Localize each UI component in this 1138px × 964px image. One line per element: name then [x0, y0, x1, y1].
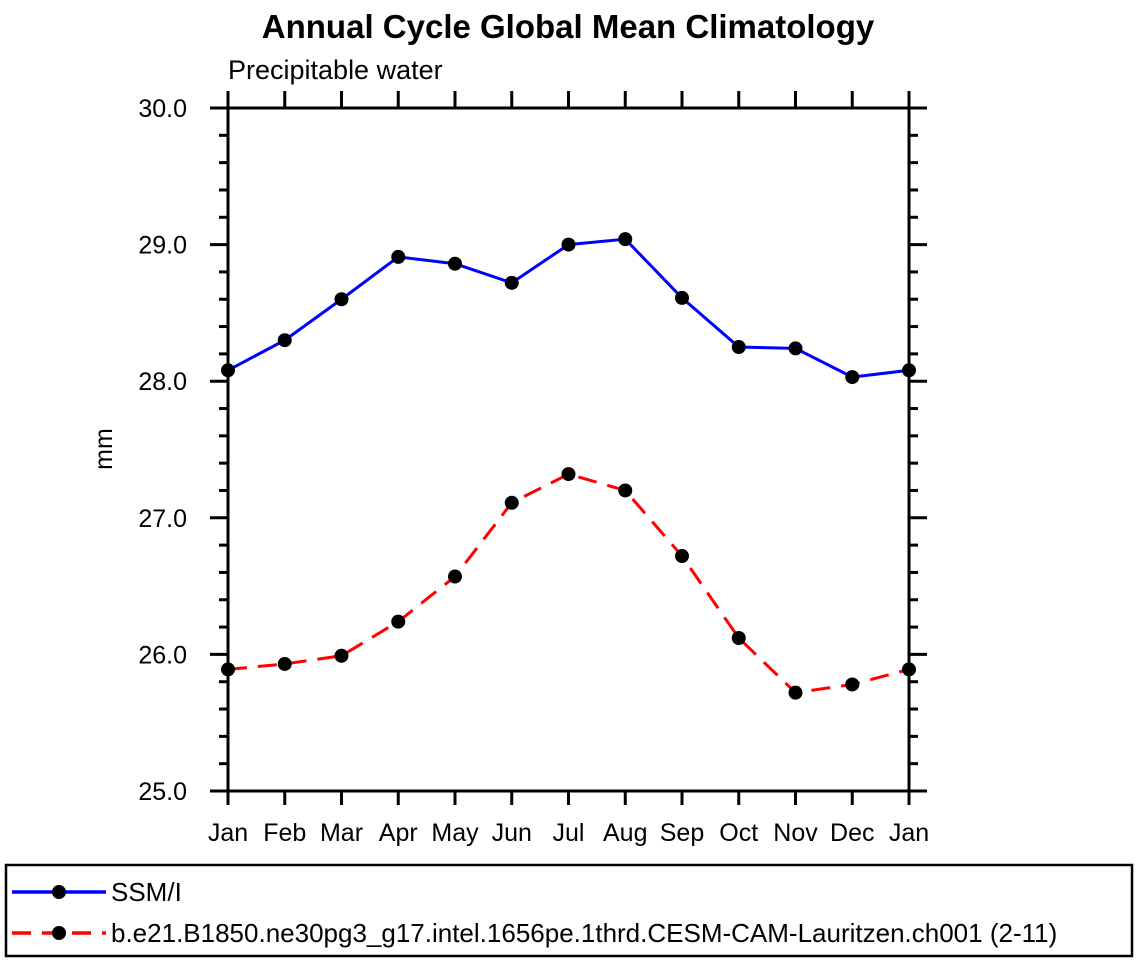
chart-subtitle: Precipitable water — [228, 55, 443, 85]
legend-item-ssmi: SSM/I — [12, 877, 182, 907]
series-line-1 — [227, 472, 910, 695]
legend-marker-model — [52, 926, 66, 940]
chart-title: Annual Cycle Global Mean Climatology — [262, 8, 875, 45]
data-point-marker-s1-5 — [504, 495, 519, 510]
data-point-marker-s0-8 — [675, 290, 689, 305]
data-point-marker-s0-7 — [618, 232, 633, 247]
data-point-marker-s1-8 — [675, 549, 689, 564]
data-point-marker-s1-6 — [561, 467, 576, 482]
x-tick-label: Jul — [553, 819, 585, 847]
data-point-marker-s0-11 — [845, 370, 860, 385]
x-tick-label: Jan — [208, 819, 248, 847]
x-tick-label: Aug — [603, 819, 647, 847]
y-tick-label: 29.0 — [138, 232, 187, 260]
x-tick-label: Feb — [263, 819, 306, 847]
legend-label-model: b.e21.B1850.ne30pg3_g17.intel.1656pe.1th… — [111, 918, 1057, 948]
data-point-marker-s0-9 — [731, 340, 746, 355]
y-axis-label: mm — [90, 428, 118, 470]
x-tick-label: Dec — [830, 819, 874, 847]
data-point-marker-s1-10 — [788, 685, 803, 700]
data-point-marker-s1-3 — [391, 614, 406, 629]
x-tick-label: May — [431, 819, 479, 847]
y-tick-label: 30.0 — [138, 95, 187, 123]
x-tick-label: Sep — [660, 819, 704, 847]
y-tick-label: 28.0 — [138, 368, 187, 396]
x-tick-label: Apr — [379, 819, 418, 847]
data-point-marker-s1-11 — [845, 677, 860, 692]
data-point-marker-s1-4 — [448, 569, 462, 584]
data-point-marker-s0-2 — [334, 292, 349, 307]
x-tick-label: Oct — [719, 819, 758, 847]
data-point-marker-s0-3 — [391, 249, 406, 264]
y-tick-label: 25.0 — [138, 778, 187, 806]
data-point-marker-s0-4 — [448, 256, 462, 271]
x-tick-label: Mar — [320, 819, 363, 847]
data-point-marker-s1-1 — [277, 656, 292, 671]
legend-item-model: b.e21.B1850.ne30pg3_g17.intel.1656pe.1th… — [12, 918, 1057, 948]
x-tick-label: Jun — [492, 819, 532, 847]
legend: SSM/I b.e21.B1850.ne30pg3_g17.intel.1656… — [4, 863, 1134, 958]
data-point-marker-s0-0 — [221, 363, 235, 378]
series-line-0 — [227, 237, 910, 379]
plot-area: Jan Feb Mar Apr May Jun Jul Aug Sep Oct Nov Dec Jan 2… — [138, 91, 929, 847]
data-point-marker-s0-1 — [277, 333, 292, 348]
data-point-marker-s1-12 — [902, 662, 916, 677]
x-tick-label: Jan — [889, 819, 929, 847]
legend-box — [4, 863, 1134, 958]
legend-marker-ssmi — [52, 885, 66, 899]
data-point-marker-s0-12 — [902, 363, 916, 378]
data-point-marker-s0-10 — [788, 341, 803, 356]
y-tick-label: 26.0 — [138, 641, 187, 669]
data-point-marker-s1-9 — [731, 631, 746, 646]
data-point-marker-s0-5 — [504, 275, 519, 290]
data-point-marker-s1-7 — [618, 483, 633, 498]
y-tick-label: 27.0 — [138, 505, 187, 533]
data-point-marker-s1-0 — [221, 662, 235, 677]
data-point-marker-s0-6 — [561, 237, 576, 252]
x-tick-label: Nov — [773, 819, 818, 847]
data-point-marker-s1-2 — [334, 648, 349, 663]
legend-label-ssmi: SSM/I — [111, 877, 182, 907]
